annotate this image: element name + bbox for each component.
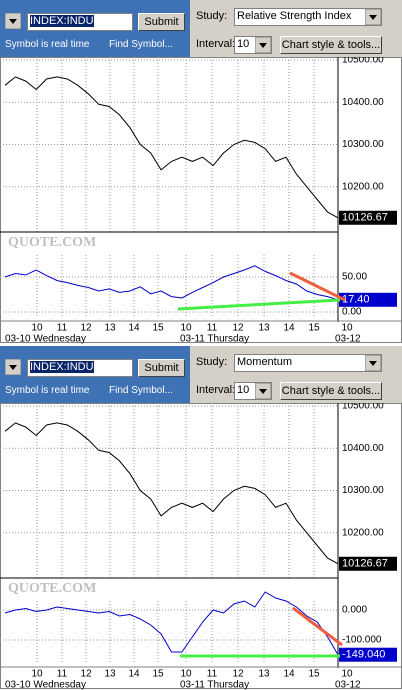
last-value-label: 17.40 (342, 294, 370, 306)
time-label: 14 (128, 669, 140, 680)
dropdown-arrow[interactable] (255, 383, 271, 399)
find-symbol-link[interactable]: Find Symbol... (109, 39, 173, 50)
realtime-note: Symbol is real time (5, 385, 90, 396)
price-line (4, 76, 339, 219)
y-tick-label: 10300.00 (342, 139, 384, 150)
time-label: 15 (152, 669, 164, 680)
y-tick-label: 10400.00 (342, 443, 384, 454)
date-label: 03-12 (335, 334, 361, 344)
y-tick-label: 0.00 (342, 307, 362, 318)
time-label: 10 (31, 323, 43, 334)
interval-label: Interval: (196, 38, 236, 50)
find-symbol-link[interactable]: Find Symbol... (109, 385, 173, 396)
last-value-box (339, 210, 397, 225)
submit-button[interactable]: Submit (138, 359, 185, 377)
study-label: Study: (196, 356, 228, 368)
chart-widget: INDEX:INDU Submit Symbol is real time Find … (0, 346, 402, 690)
dropdown-arrow[interactable] (255, 37, 271, 53)
time-label: 13 (104, 669, 116, 680)
realtime-note: Symbol is real time (5, 39, 90, 50)
time-label: 11 (57, 323, 68, 334)
y-tick-label: 10200.00 (342, 527, 384, 538)
time-label: 10 (180, 669, 192, 680)
time-label: 10 (341, 669, 353, 680)
last-value-box (339, 647, 397, 662)
time-label: 13 (258, 323, 270, 334)
time-label: 14 (128, 323, 140, 334)
last-value-label: -149.040 (342, 649, 385, 661)
dropdown-arrow[interactable] (5, 359, 21, 375)
watermark: QUOTE.COM (8, 235, 96, 250)
time-label: 11 (57, 669, 68, 680)
y-tick-label: 0.000 (342, 605, 367, 616)
watermark: QUOTE.COM (8, 581, 96, 596)
symbol-text: INDEX:INDU (30, 15, 94, 27)
time-label: 12 (232, 669, 244, 680)
time-label: 11 (207, 669, 218, 680)
time-label: 15 (152, 323, 164, 334)
time-label: 10 (341, 323, 353, 334)
last-value-box (339, 556, 397, 571)
chart-style-button[interactable]: Chart style & tools... (280, 382, 382, 400)
symbol-input[interactable]: INDEX:INDU (27, 359, 133, 377)
symbol-text: INDEX:INDU (30, 361, 94, 373)
date-label: 03-10 Wednesday (5, 334, 86, 344)
time-label: 15 (308, 669, 320, 680)
date-label: 03-10 Wednesday (5, 680, 86, 690)
date-label: 03-11 Thursday (180, 334, 249, 344)
arrow-icon (259, 43, 267, 48)
time-label: 11 (207, 323, 218, 334)
interval-label: Interval: (196, 384, 236, 396)
indicator-line (4, 591, 339, 655)
toolbar-right: Study: Relative Strength Index Interval: 10… (190, 0, 402, 57)
arrow-icon (9, 19, 17, 24)
time-label: 13 (258, 669, 270, 680)
time-label: 13 (104, 323, 116, 334)
y-tick-label: -100.000 (342, 635, 382, 646)
study-select[interactable]: Relative Strength Index (234, 8, 382, 26)
dropdown-arrow[interactable] (365, 355, 381, 371)
study-label: Study: (196, 10, 228, 22)
arrow-icon (369, 361, 377, 366)
y-tick-label: 10400.00 (342, 97, 384, 108)
time-label: 15 (308, 323, 320, 334)
time-label: 10 (31, 669, 43, 680)
symbol-input[interactable]: INDEX:INDU (27, 13, 133, 31)
time-label: 14 (283, 323, 295, 334)
toolbar-left: INDEX:INDU Submit Symbol is real time Find … (0, 0, 190, 57)
time-label: 14 (283, 669, 295, 680)
time-label: 10 (180, 323, 192, 334)
last-value-label: 10126.67 (342, 212, 388, 224)
y-tick-label: 10500.00 (342, 403, 384, 412)
time-label: 12 (80, 323, 92, 334)
study-select[interactable]: Momentum (234, 354, 382, 372)
date-label: 03-11 Thursday (180, 680, 249, 690)
time-label: 12 (80, 669, 92, 680)
indicator-line (4, 265, 339, 301)
dropdown-arrow[interactable] (5, 13, 21, 29)
submit-button[interactable]: Submit (138, 13, 185, 31)
y-tick-label: 10500.00 (342, 57, 384, 66)
arrow-icon (9, 365, 17, 370)
dropdown-arrow[interactable] (365, 9, 381, 25)
toolbar-right: Study: Momentum Interval: 10 Chart style & t… (190, 346, 402, 403)
arrow-icon (369, 15, 377, 20)
chart-widget: INDEX:INDU Submit Symbol is real time Find … (0, 0, 402, 344)
time-label: 12 (232, 323, 244, 334)
chart-style-button[interactable]: Chart style & tools... (280, 36, 382, 54)
date-label: 03-12 (335, 680, 361, 690)
last-value-box (339, 292, 397, 307)
y-tick-label: 50.00 (342, 272, 367, 283)
last-value-label: 10126.67 (342, 558, 388, 570)
y-tick-label: 10200.00 (342, 181, 384, 192)
toolbar-left: INDEX:INDU Submit Symbol is real time Find … (0, 346, 190, 403)
y-tick-label: 10300.00 (342, 485, 384, 496)
arrow-icon (259, 389, 267, 394)
price-line (4, 422, 339, 565)
